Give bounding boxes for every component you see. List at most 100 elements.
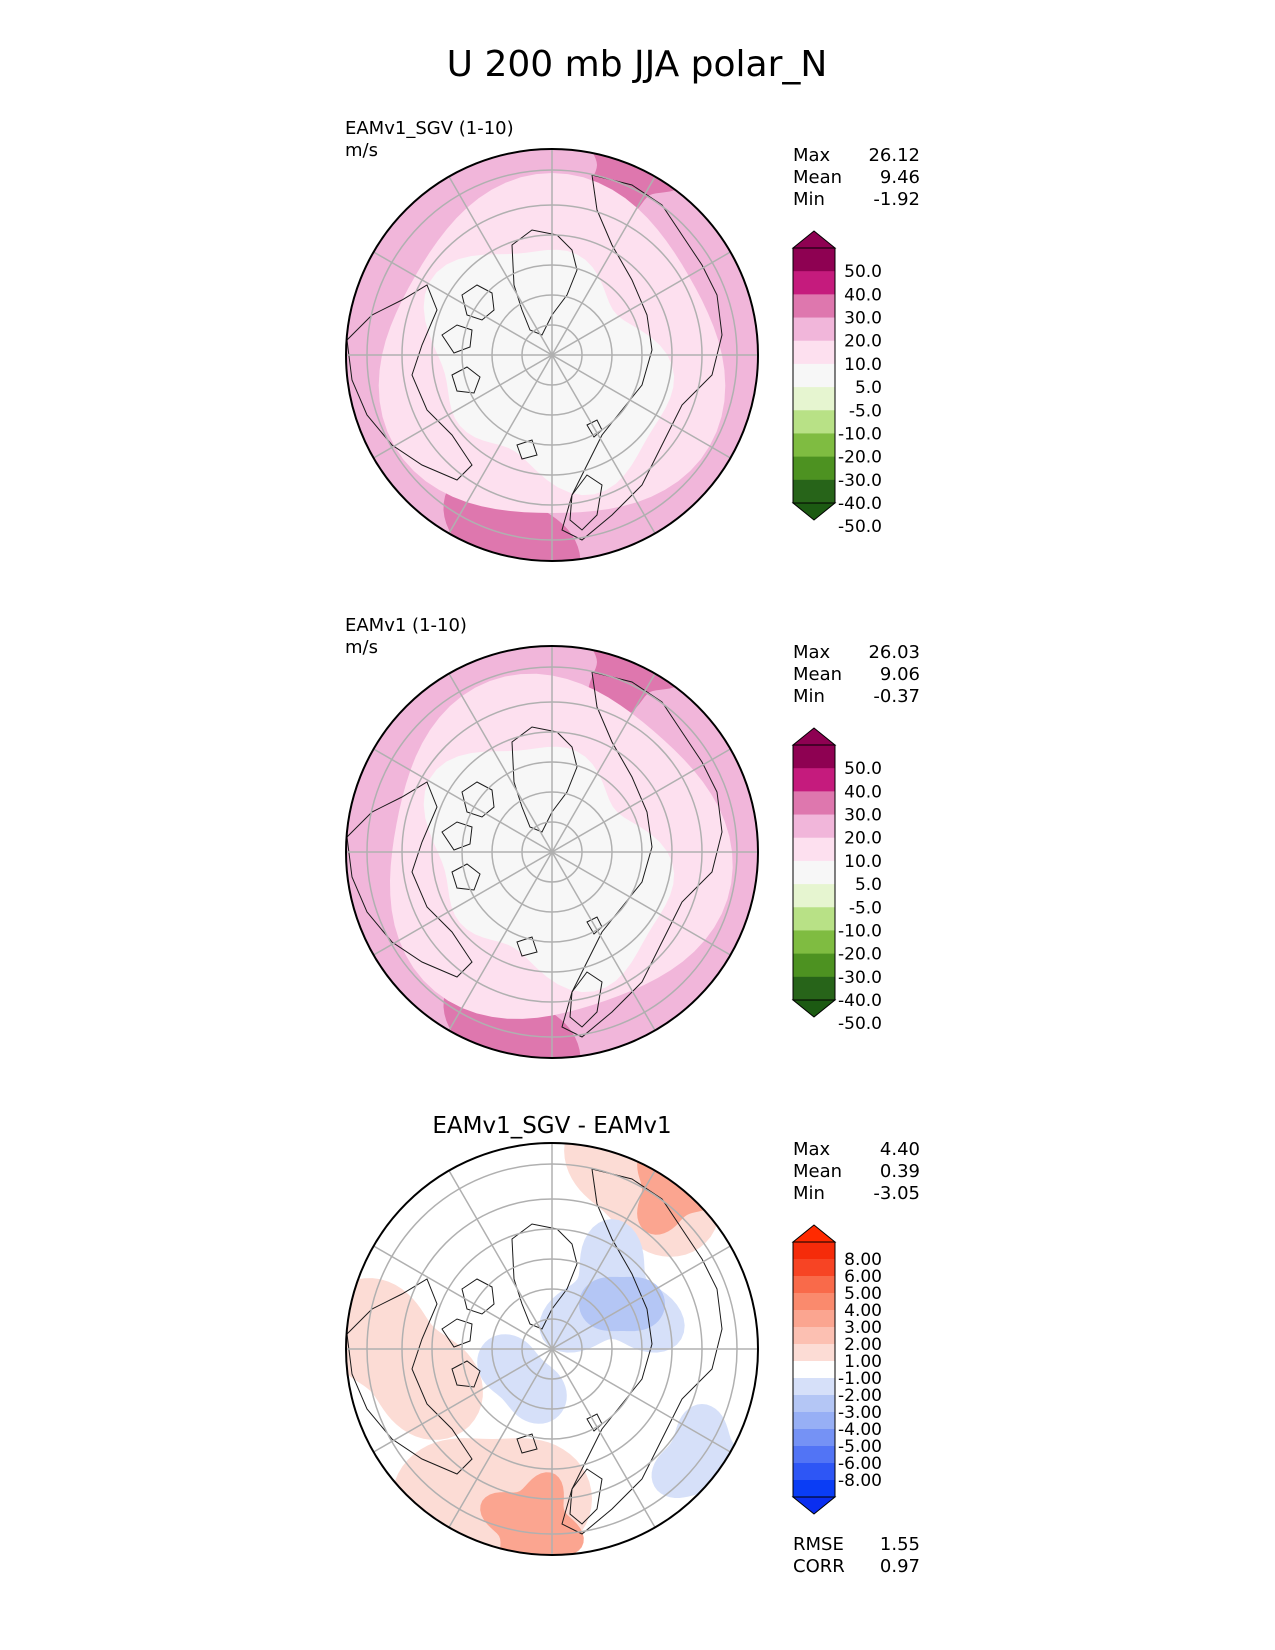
colorbar-tick-label: -20.0 [838, 448, 882, 468]
stat-label-mean: Mean [793, 167, 842, 188]
colorbar-tick-label: 50.0 [844, 262, 882, 282]
colorbar-tick-label: 8.00 [844, 1250, 882, 1270]
coastline [461, 781, 495, 818]
colorbar-segment [793, 1259, 835, 1277]
polar-map [345, 645, 759, 1059]
coastline [441, 1318, 473, 1348]
coastline [346, 284, 473, 481]
metric-value-corr: 0.97 [880, 1556, 920, 1577]
coastline [569, 971, 603, 1028]
colorbar-segment [793, 387, 835, 411]
colorbar-tick-label: 10.0 [844, 852, 882, 872]
colorbar-tick-label: 40.0 [844, 285, 882, 305]
colorbar-tick-label: 40.0 [844, 782, 882, 802]
panel-difference: EAMv1_SGV - EAMv1 Max 4.40 Mean 0.39 Min -3.05… [345, 1113, 920, 1577]
colorbar: 8.006.005.004.003.002.001.00-1.00-2.00-3… [791, 1224, 882, 1515]
coastline [451, 366, 481, 394]
colorbar-segment [793, 791, 835, 816]
panel-title: EAMv1_SGV - EAMv1 [432, 1113, 671, 1139]
colorbar-tick-label: 5.0 [855, 875, 882, 895]
colorbar-segment [793, 1293, 835, 1311]
colorbar-tick-label: 20.0 [844, 829, 882, 849]
colorbar: 50.0 40.0 30.0 20.0 10.0 5.0 -5.0 -10.0 -20.0 -30… [791, 727, 882, 1034]
colorbar-segment [793, 745, 835, 769]
coastline [569, 1468, 603, 1525]
colorbar-tick-label: -5.00 [838, 1437, 882, 1457]
colorbar-tick-label: -30.0 [838, 968, 882, 988]
colorbar-tick-label: 10.0 [844, 355, 882, 375]
colorbar-segment [793, 837, 835, 862]
colorbar-frame [792, 247, 836, 504]
coastline [451, 1360, 481, 1388]
meridian-line [373, 748, 731, 956]
stat-value-mean: 0.39 [880, 1161, 920, 1182]
field-neg-center [477, 1334, 567, 1424]
metric-label-rmse: RMSE [793, 1534, 844, 1555]
colorbar-segment [793, 1395, 835, 1413]
coastline [441, 821, 473, 851]
colorbar-segment [793, 1480, 835, 1498]
colorbar-tick-label: -2.00 [838, 1386, 882, 1406]
coastline [511, 229, 578, 336]
field-band-center [423, 249, 675, 496]
colorbar-segment [793, 1310, 835, 1328]
colorbar-segment [793, 907, 835, 931]
coastline [461, 1278, 495, 1315]
field-neg-ne-core [579, 1276, 665, 1332]
colorbar-segment [793, 768, 835, 792]
panel-units: m/s [345, 140, 378, 161]
colorbar-extend-top [791, 1224, 837, 1243]
colorbar-segment [793, 248, 835, 272]
colorbar-segment [793, 860, 835, 885]
colorbar-tick-label: 4.00 [844, 1301, 882, 1321]
map-field [346, 1143, 758, 1555]
colorbar-frame [792, 1241, 836, 1498]
colorbar-segment [793, 433, 835, 458]
colorbar-tick-label: -5.0 [849, 401, 882, 421]
colorbar-extend-top [791, 727, 837, 746]
colorbar-tick-label: -1.00 [838, 1369, 882, 1389]
field-band-center [423, 746, 675, 993]
colorbar-segment [793, 1327, 835, 1345]
colorbar: 50.0 40.0 30.0 20.0 10.0 5.0 -5.0 -10.0 -20.0 -30… [791, 230, 882, 537]
colorbar-tick-label: -20.0 [838, 945, 882, 965]
colorbar-tick-label: -40.0 [838, 494, 882, 514]
stat-label-mean: Mean [793, 1161, 842, 1182]
coastline [561, 174, 723, 541]
colorbar-tick-label: 2.00 [844, 1335, 882, 1355]
colorbar-tick-label: 3.00 [844, 1318, 882, 1338]
colorbar-segment [793, 1378, 835, 1396]
map-border [345, 148, 759, 562]
colorbar-extend-bottom [791, 999, 837, 1018]
colorbar-segment [793, 953, 835, 978]
colorbar-segment [793, 317, 835, 342]
colorbar-segment [793, 294, 835, 319]
colorbar-segment [793, 1429, 835, 1447]
metric-value-rmse: 1.55 [880, 1534, 920, 1555]
colorbar-tick-label: -6.00 [838, 1454, 882, 1474]
stat-label-max: Max [793, 642, 831, 663]
colorbar-tick-label: -30.0 [838, 471, 882, 491]
colorbar-tick-label: -4.00 [838, 1420, 882, 1440]
colorbar-segment [793, 1242, 835, 1260]
colorbar-tick-label: 50.0 [844, 759, 882, 779]
stat-label-mean: Mean [793, 664, 842, 685]
stat-value-max: 26.12 [868, 145, 920, 166]
colorbar-tick-label: -50.0 [838, 517, 882, 537]
map-field [346, 646, 758, 1058]
metric-label-corr: CORR [793, 1556, 845, 1577]
colorbar-extend-bottom [791, 502, 837, 521]
colorbar-segment [793, 340, 835, 365]
stat-value-min: -1.92 [873, 189, 920, 210]
colorbar-tick-label: -10.0 [838, 424, 882, 444]
colorbar-segment [793, 410, 835, 434]
stat-label-max: Max [793, 1139, 831, 1160]
colorbar-segment [793, 884, 835, 908]
colorbar-tick-label: -10.0 [838, 921, 882, 941]
colorbar-segment [793, 456, 835, 481]
colorbar-tick-label: 6.00 [844, 1267, 882, 1287]
polar-map [345, 148, 759, 562]
colorbar-tick-label: 30.0 [844, 309, 882, 329]
colorbar-extend-top [791, 230, 837, 249]
coastline [569, 474, 603, 531]
